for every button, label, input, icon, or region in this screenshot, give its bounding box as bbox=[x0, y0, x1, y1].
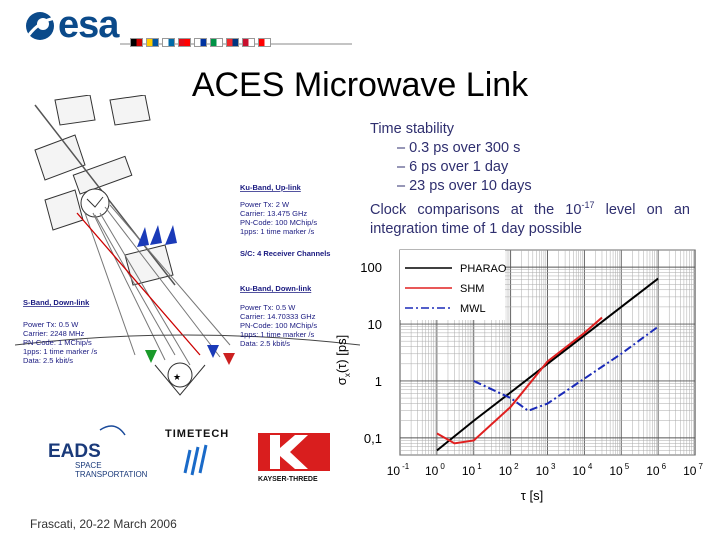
y-tick-label: 100 bbox=[360, 260, 382, 275]
eads-space: SPACE bbox=[75, 461, 102, 470]
x-tick-label: 10 0 bbox=[425, 462, 445, 478]
eads-logo: EADS SPACE TRANSPORTATION bbox=[48, 425, 148, 479]
flag-icon bbox=[242, 38, 255, 47]
receiver-note: S/C: 4 Receiver Channels bbox=[240, 249, 330, 258]
esa-wordmark: esa bbox=[58, 4, 119, 46]
footer-text: Frascati, 20-22 March 2006 bbox=[30, 517, 177, 531]
bullet-clock-line: Clock comparisons at the 10-17 level on … bbox=[370, 200, 691, 218]
ku-down-line: 1pps: 1 time marker /s bbox=[240, 330, 314, 339]
member-flags bbox=[130, 38, 271, 48]
solar-panel bbox=[109, 95, 151, 126]
chart-series bbox=[436, 277, 659, 452]
x-tick-label: 10 4 bbox=[572, 462, 592, 478]
timetech-text: TIMETECH bbox=[165, 428, 229, 440]
flag-icon bbox=[146, 38, 159, 47]
s-down-line: 1pps: 1 time marker /s bbox=[23, 347, 97, 356]
partner-logos: EADS SPACE TRANSPORTATION TIMETECH KAYSE… bbox=[48, 425, 330, 483]
svg-text:★: ★ bbox=[173, 372, 181, 382]
bullet-item: – 23 ps over 10 days bbox=[397, 178, 532, 194]
timetech-logo: TIMETECH bbox=[165, 428, 229, 476]
svg-text:σx(τ) [ps]: σx(τ) [ps] bbox=[334, 335, 352, 385]
x-tick-label: 10 -1 bbox=[387, 462, 410, 478]
flag-icon bbox=[226, 38, 239, 47]
series-line-shm bbox=[436, 316, 603, 445]
kayser-text: KAYSER-THREDE bbox=[258, 476, 318, 483]
y-axis-label: σx(τ) [ps] bbox=[334, 335, 352, 385]
x-tick-label: 10 5 bbox=[609, 462, 629, 478]
y-tick-label: 1 bbox=[375, 374, 382, 389]
x-tick-label: 10 1 bbox=[462, 462, 482, 478]
microwave-link-diagram: ★ Ku-Band, Up-link Power Tx: 2 W Carrier… bbox=[15, 95, 360, 396]
chart-legend: PHARAO SHM MWL bbox=[400, 250, 507, 320]
truss-module bbox=[72, 155, 133, 195]
s-down-line: PN-Code: 1 MChip/s bbox=[23, 338, 92, 347]
x-tick-labels: 10 -1 10 0 10 1 10 2 10 3 10 4 10 5 10 6 10 7 bbox=[387, 462, 704, 478]
slide-title: ACES Microwave Link bbox=[191, 66, 529, 104]
flag-icon bbox=[130, 38, 143, 47]
bullet-item: – 6 ps over 1 day bbox=[397, 159, 509, 175]
legend-entry: MWL bbox=[460, 303, 486, 315]
eads-text: EADS bbox=[48, 441, 101, 462]
solar-panel bbox=[54, 95, 96, 126]
legend-entry: PHARAO bbox=[460, 263, 507, 275]
flag-icon bbox=[162, 38, 175, 47]
ku-up-line: PN-Code: 100 MChip/s bbox=[240, 218, 317, 227]
ku-down-line: Carrier: 14.70333 GHz bbox=[240, 312, 316, 321]
series-line-pharao bbox=[436, 277, 659, 452]
solar-panel bbox=[44, 189, 84, 231]
bullet-heading: Time stability bbox=[370, 121, 455, 137]
y-tick-label: 0,1 bbox=[364, 431, 382, 446]
eads-transport: TRANSPORTATION bbox=[75, 470, 148, 479]
x-tick-label: 10 3 bbox=[536, 462, 556, 478]
y-tick-labels: 100 10 1 0,1 bbox=[360, 260, 382, 446]
legend-entry: SHM bbox=[460, 283, 484, 295]
ku-down-line: PN-Code: 100 MChip/s bbox=[240, 321, 317, 330]
kayser-threde-logo: KAYSER-THREDE bbox=[258, 433, 330, 483]
series-line-mwl bbox=[473, 325, 659, 412]
y-tick-label: 10 bbox=[368, 317, 382, 332]
flag-icon bbox=[178, 38, 191, 47]
s-down-line: Data: 2.5 kbit/s bbox=[23, 356, 73, 365]
ku-down-line: Data: 2.5 kbit/s bbox=[240, 339, 290, 348]
s-down-title: S-Band, Down-link bbox=[23, 298, 90, 307]
x-axis-label: τ [s] bbox=[521, 488, 543, 503]
x-tick-label: 10 2 bbox=[499, 462, 519, 478]
legend-box bbox=[400, 250, 505, 320]
flag-icon bbox=[258, 38, 271, 47]
chart-grid bbox=[399, 249, 696, 456]
ku-up-line: 1pps: 1 time marker /s bbox=[240, 227, 314, 236]
x-tick-label: 10 7 bbox=[683, 462, 703, 478]
ku-up-line: Carrier: 13.475 GHz bbox=[240, 209, 307, 218]
s-down-line: Carrier: 2248 MHz bbox=[23, 329, 85, 338]
ku-down-title: Ku-Band, Down-link bbox=[240, 284, 312, 293]
x-tick-label: 10 6 bbox=[646, 462, 666, 478]
bullet-item: – 0.3 ps over 300 s bbox=[397, 140, 521, 156]
bullet-clock-line-2: integration time of 1 day possible bbox=[370, 220, 582, 237]
flag-icon bbox=[194, 38, 207, 47]
ku-down-line: Power Tx: 0.5 W bbox=[240, 303, 296, 312]
s-down-line: Power Tx: 0.5 W bbox=[23, 320, 79, 329]
flag-icon bbox=[210, 38, 223, 47]
ku-up-title: Ku-Band, Up-link bbox=[240, 183, 302, 192]
ku-up-line: Power Tx: 2 W bbox=[240, 200, 290, 209]
stability-bullets: Time stability – 0.3 ps over 300 s – 6 p… bbox=[370, 120, 690, 239]
